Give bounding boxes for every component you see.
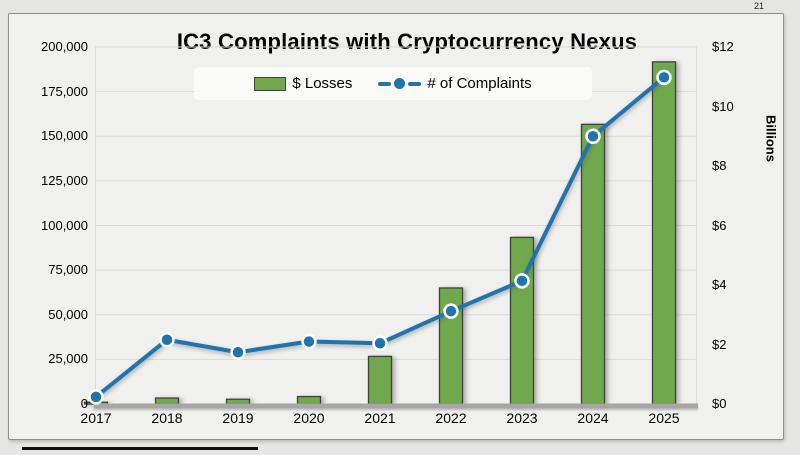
- x-axis-label-2019: 2019: [222, 410, 254, 426]
- x-axis-label-2020: 2020: [293, 410, 325, 426]
- right-axis-tick-label: $0: [712, 396, 727, 411]
- left-axis-tick-label: 175,000: [41, 83, 88, 99]
- complaints-point-2022: [443, 303, 459, 319]
- left-axis-tick-label: 125,000: [41, 172, 88, 188]
- left-axis-tick-label: 150,000: [41, 128, 88, 144]
- right-axis-tick-label: $12: [712, 39, 734, 54]
- loss-bar-2021: [367, 355, 393, 405]
- complaints-point-2019: [230, 344, 246, 360]
- left-axis-tick-label: 75,000: [48, 262, 88, 278]
- bottom-divider-bar: [22, 447, 258, 450]
- complaints-legend-marker-icon: [378, 78, 422, 89]
- left-axis-tick-label: 0: [80, 396, 88, 411]
- left-axis-tick-label: 25,000: [48, 351, 88, 367]
- right-axis-tick-label: $8: [712, 158, 727, 173]
- complaints-point-2021: [372, 335, 388, 352]
- complaints-point-2025: [656, 69, 672, 86]
- x-axis-label-2023: 2023: [506, 410, 538, 426]
- left-axis-tick-label: 50,000: [48, 306, 88, 322]
- losses-legend-swatch-icon: [254, 76, 287, 91]
- x-axis-label-2021: 2021: [364, 410, 396, 426]
- right-axis-tick-label: $6: [712, 217, 727, 233]
- left-axis-tick-label: 200,000: [41, 39, 88, 54]
- complaints-legend-label: # of Complaints: [427, 75, 532, 92]
- x-axis-label-2024: 2024: [577, 410, 609, 426]
- complaints-point-2018: [159, 331, 175, 348]
- loss-bar-2024: [580, 123, 606, 405]
- x-axis-label-2018: 2018: [151, 410, 183, 426]
- loss-bar-2025: [651, 61, 677, 405]
- x-axis-baseline: [94, 403, 698, 408]
- page-number: 21: [754, 1, 765, 11]
- combo-chart-plot: [83, 46, 698, 408]
- loss-bar-2018: [154, 397, 180, 405]
- losses-legend-label: $ Losses: [292, 75, 353, 92]
- right-axis-title: Billions: [763, 115, 779, 162]
- loss-bar-2020: [296, 395, 322, 405]
- chart-legend: $ Losses # of Complaints: [194, 67, 592, 100]
- x-axis-label-2017: 2017: [80, 410, 112, 426]
- x-axis-label-2022: 2022: [435, 410, 467, 426]
- right-axis-tick-label: $2: [712, 336, 727, 352]
- x-axis-label-2025: 2025: [648, 410, 680, 426]
- loss-bar-2019: [225, 398, 251, 405]
- legend-dash-icon: [378, 81, 392, 86]
- right-axis-tick-label: $10: [712, 98, 734, 114]
- legend-item-complaints: # of Complaints: [378, 75, 532, 92]
- legend-dot-icon: [394, 78, 406, 89]
- complaints-point-2020: [301, 333, 317, 350]
- legend-dash-icon: [408, 81, 422, 86]
- legend-item-losses: $ Losses: [254, 75, 352, 92]
- complaints-point-2024: [585, 128, 601, 144]
- complaints-point-2023: [514, 273, 530, 289]
- right-axis-tick-label: $4: [712, 277, 727, 292]
- chart-title: IC3 Complaints with Cryptocurrency Nexus: [176, 29, 638, 54]
- complaints-point-2017: [88, 389, 104, 405]
- left-axis-tick-label: 100,000: [41, 217, 88, 233]
